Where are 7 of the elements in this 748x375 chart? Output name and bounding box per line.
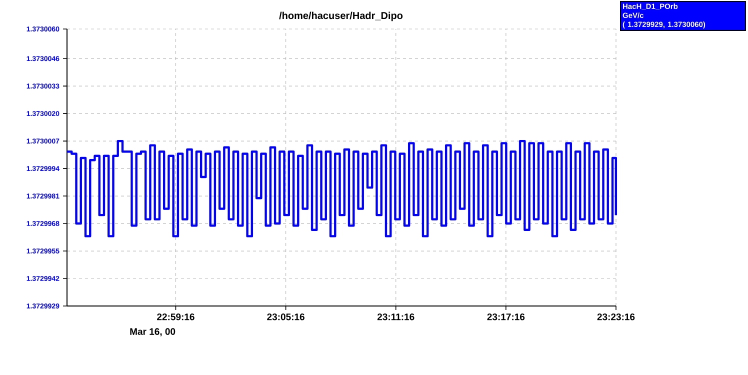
text: Mar 16, 00 [130, 328, 176, 336]
chart-title: /home/hacuser/Hadr_Dipo [279, 12, 403, 22]
x-tick-label: 23:05:16 [267, 314, 304, 320]
x-tick-label: 23:23:16 [597, 314, 635, 320]
x-tick-label: 23:17:16 [487, 314, 525, 320]
x-tick-label: 22:59:16 [157, 314, 194, 320]
x-tick-label: 23:11:16 [377, 314, 414, 320]
